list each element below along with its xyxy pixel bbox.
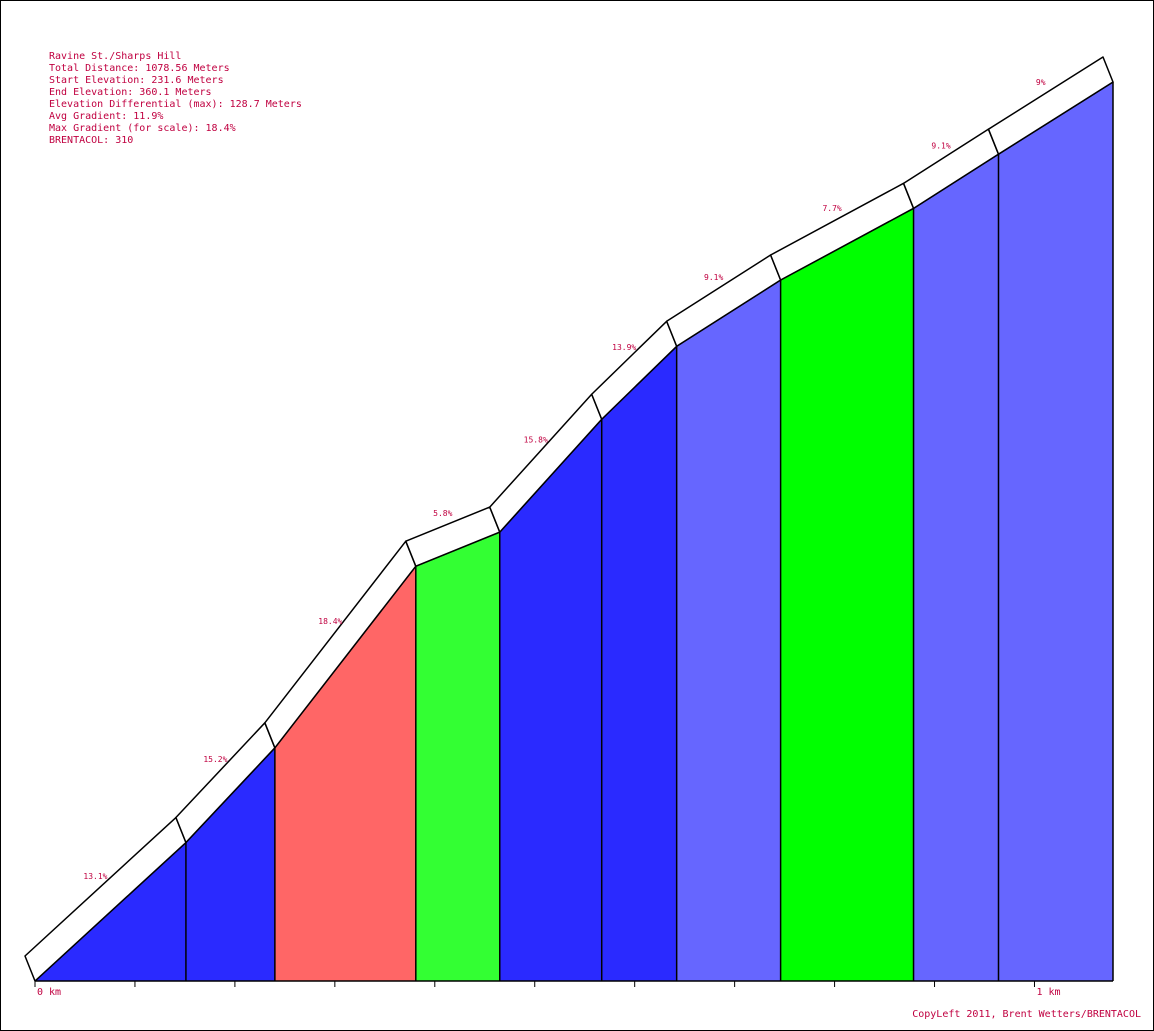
- segment-fill-4: [415, 532, 500, 981]
- total-distance: Total Distance: 1078.56 Meters: [49, 63, 230, 74]
- segment-fill-9: [913, 154, 999, 982]
- gradient-label-2: 15.2%: [203, 755, 227, 764]
- segment-fills: [35, 82, 1113, 982]
- segment-fill-3: [274, 566, 416, 981]
- segment-fill-6: [601, 346, 677, 981]
- end-elevation: End Elevation: 360.1 Meters: [49, 87, 212, 98]
- segment-fill-5: [499, 419, 602, 981]
- gradient-label-6: 13.9%: [612, 343, 636, 352]
- brentacol-score: BRENTACOL: 310: [49, 135, 134, 146]
- road-segment-10: [987, 56, 1114, 155]
- road-band: [24, 56, 1114, 982]
- segment-fill-7: [676, 280, 781, 981]
- profile-info: Ravine St./Sharps Hill Total Distance: 1…: [49, 51, 302, 147]
- gradient-label-4: 5.8%: [433, 509, 452, 518]
- x-tick-label-0: 0 km: [37, 987, 61, 998]
- x-tick-label-1: 1 km: [1036, 987, 1060, 998]
- segment-fill-8: [780, 208, 914, 981]
- gradient-label-1: 13.1%: [83, 872, 107, 881]
- avg-gradient: Avg Gradient: 11.9%: [49, 111, 164, 122]
- gradient-label-7: 9.1%: [704, 273, 723, 282]
- x-axis-ticks: 0 km 1 km: [34, 981, 1061, 998]
- gradient-label-8: 7.7%: [822, 204, 841, 213]
- gradient-label-5: 15.8%: [524, 436, 548, 445]
- profile-title: Ravine St./Sharps Hill: [49, 51, 182, 62]
- segment-fill-2: [185, 747, 275, 981]
- segment-fill-10: [998, 82, 1113, 981]
- copyleft-credit: CopyLeft 2011, Brent Wetters/BRENTACOL: [912, 1009, 1141, 1020]
- max-gradient: Max Gradient (for scale): 18.4%: [49, 123, 236, 134]
- gradient-labels: 13.1% 15.2% 18.4% 5.8% 15.8% 13.9% 9.1% 7.7% 9.1…: [83, 78, 1045, 881]
- elevation-differential: Elevation Differential (max): 128.7 Mete…: [49, 99, 302, 110]
- start-elevation: Start Elevation: 231.6 Meters: [49, 75, 224, 86]
- gradient-label-9: 9.1%: [931, 141, 950, 150]
- gradient-label-10: 9%: [1036, 78, 1046, 87]
- gradient-label-3: 18.4%: [318, 617, 342, 626]
